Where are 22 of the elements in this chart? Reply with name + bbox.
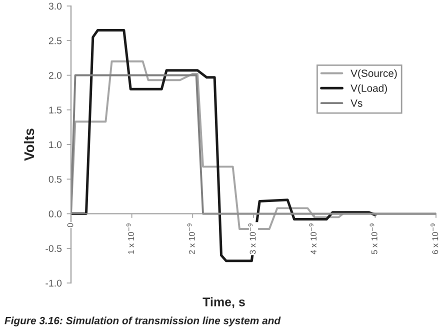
x-tick-label: 1 x 10$^{−9}$: [126, 223, 134, 254]
x-tick-label: 2 x 10$^{−9}$: [187, 223, 195, 254]
x-tick-label: 6 x 10$^{−9}$: [430, 223, 438, 254]
y-tick-label: -1.0: [46, 280, 62, 287]
y-tick-label: 0.5: [48, 176, 62, 183]
x-tick-label: 3 x 10$^{−9}$: [248, 223, 256, 254]
y-tick-label: 1.5: [49, 106, 62, 114]
legend-label: V(Load): [350, 84, 387, 94]
y-tick-label: -0.5: [46, 245, 62, 252]
caption: Figure 3.16: Simulation of transmission line system and: [4, 316, 281, 326]
x-tick-label: 0: [67, 223, 74, 228]
legend-label: Vs: [350, 100, 362, 107]
y-tick-label: 3.0: [48, 2, 62, 10]
legend-label: V(Source): [350, 69, 397, 80]
y-tick-label: 0.0: [48, 210, 62, 218]
y-tick-label: 1.0: [49, 141, 62, 148]
x-tick-label: 4 x 10$^{−9}$: [308, 223, 317, 254]
y-tick-label: 2.5: [48, 37, 62, 44]
y-tick-label: 2.0: [48, 72, 62, 79]
y-axis-title: Volts: [24, 128, 34, 161]
x-axis-title: Time, s: [202, 297, 245, 308]
x-tick-label: 5 x 10$^{−9}$: [370, 223, 378, 254]
